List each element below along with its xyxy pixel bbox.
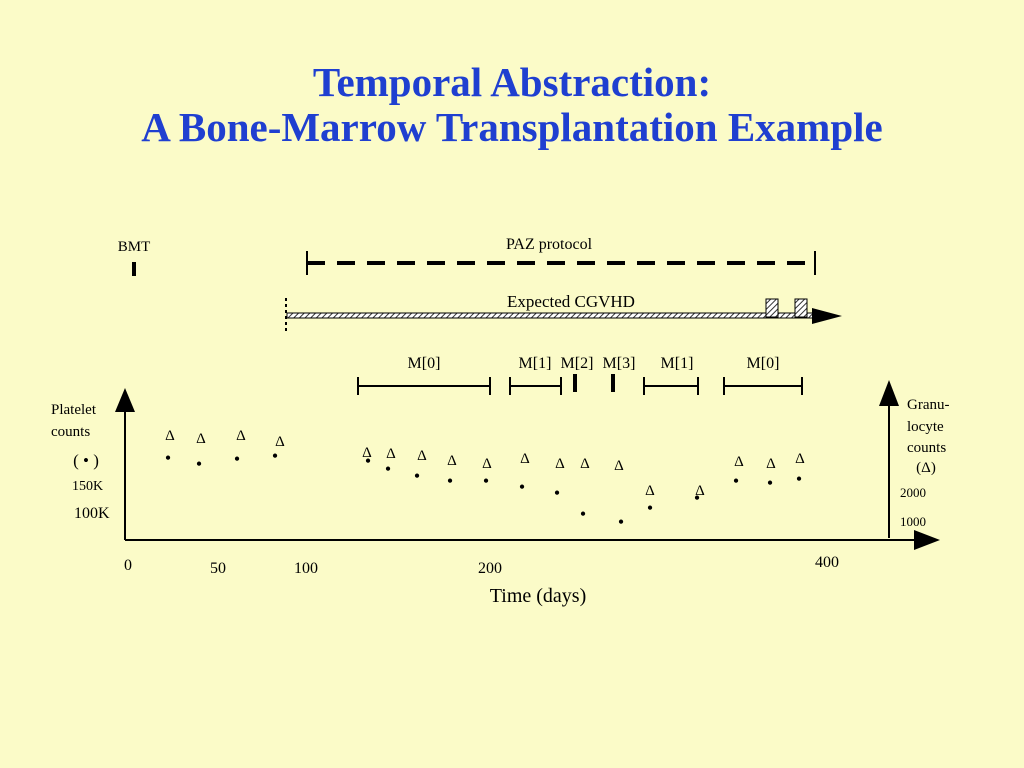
m-label-2: M[2] (561, 355, 594, 372)
bmt-label: BMT (118, 239, 151, 255)
granulocyte-point: Δ (734, 454, 744, 470)
granulocyte-point: Δ (236, 428, 246, 444)
cgvhd-interval (286, 312, 814, 319)
platelet-point: • (234, 449, 240, 469)
m-label-0: M[0] (408, 355, 441, 372)
left-tick-150k: 150K (72, 479, 103, 494)
platelet-label-line2: counts (51, 424, 90, 440)
granulocyte-symbol: (Δ) (916, 460, 936, 476)
platelet-point: • (447, 471, 453, 491)
granulocyte-point: Δ (614, 458, 624, 474)
m-intervals: M[0] M[1] M[2] M[3] M[1] M[0] (357, 355, 803, 395)
cgvhd-uncertain-block-2 (794, 298, 808, 318)
x-axis-label: Time (days) (490, 585, 586, 607)
platelet-point: • (272, 446, 278, 466)
granulocyte-point: Δ (362, 445, 372, 461)
granulocyte-point: Δ (386, 446, 396, 462)
m-label-3: M[3] (603, 355, 636, 372)
granulocyte-point: Δ (447, 453, 457, 469)
platelet-point: • (733, 471, 739, 491)
granulocyte-label-line2: locyte (907, 419, 944, 435)
platelet-symbol: ( • ) (73, 451, 99, 470)
platelet-point: • (618, 512, 624, 532)
m-marker-2 (573, 374, 577, 392)
platelet-point: • (694, 488, 700, 508)
cgvhd-label: Expected CGVHD (507, 292, 635, 311)
platelet-point: • (554, 483, 560, 503)
right-y-axis-arrow (879, 380, 899, 406)
left-y-axis-arrow (115, 388, 135, 412)
granulocyte-point: Δ (795, 451, 805, 467)
bmt-marker (132, 262, 136, 276)
paz-protocol-label: PAZ protocol (506, 236, 593, 253)
granulocyte-point: Δ (580, 456, 590, 472)
m-label-1: M[1] (519, 355, 552, 372)
platelet-point: • (647, 498, 653, 518)
left-tick-100k: 100K (74, 505, 110, 522)
m-label-4: M[1] (661, 355, 694, 372)
data-markers: • • • • • • • • • • •• •• •• • •Δ Δ Δ ΔΔ Δ Δ Δ Δ Δ Δ Δ ΔΔ ΔΔ Δ Δ (165, 428, 805, 532)
granulocyte-point: Δ (695, 483, 705, 499)
granulocyte-point: Δ (645, 483, 655, 499)
granulocyte-point: Δ (520, 451, 530, 467)
platelet-label-line1: Platelet (51, 402, 97, 418)
platelet-point: • (767, 473, 773, 493)
granulocyte-label-line3: counts (907, 440, 946, 456)
x-tick-0: 0 (124, 557, 132, 574)
cgvhd-uncertain-block-1 (765, 298, 779, 318)
right-tick-2000: 2000 (900, 485, 926, 500)
platelet-point: • (519, 477, 525, 497)
platelet-point: • (365, 451, 371, 471)
granulocyte-label-line1: Granu- (907, 397, 949, 413)
granulocyte-point: Δ (482, 456, 492, 472)
platelet-point: • (196, 454, 202, 474)
platelet-point: • (796, 469, 802, 489)
x-tick-400: 400 (815, 554, 839, 571)
slide-title-line2: A Bone-Marrow Transplantation Example (141, 104, 883, 150)
platelet-point: • (483, 471, 489, 491)
granulocyte-point: Δ (196, 431, 206, 447)
right-tick-1000: 1000 (900, 514, 926, 529)
platelet-point: • (414, 466, 420, 486)
granulocyte-point: Δ (165, 428, 175, 444)
granulocyte-point: Δ (275, 434, 285, 450)
m-label-5: M[0] (747, 355, 780, 372)
granulocyte-point: Δ (555, 456, 565, 472)
x-axis-arrow (914, 530, 940, 550)
cgvhd-arrowhead (812, 308, 842, 324)
x-tick-100: 100 (294, 560, 318, 577)
m-marker-3 (611, 374, 615, 392)
granulocyte-point: Δ (417, 448, 427, 464)
slide-title-line1: Temporal Abstraction: (312, 59, 712, 105)
platelet-point: • (165, 448, 171, 468)
platelet-point: • (580, 504, 586, 524)
x-tick-200: 200 (478, 560, 502, 577)
granulocyte-point: Δ (766, 456, 776, 472)
platelet-point: • (385, 459, 391, 479)
x-tick-50: 50 (210, 560, 226, 577)
